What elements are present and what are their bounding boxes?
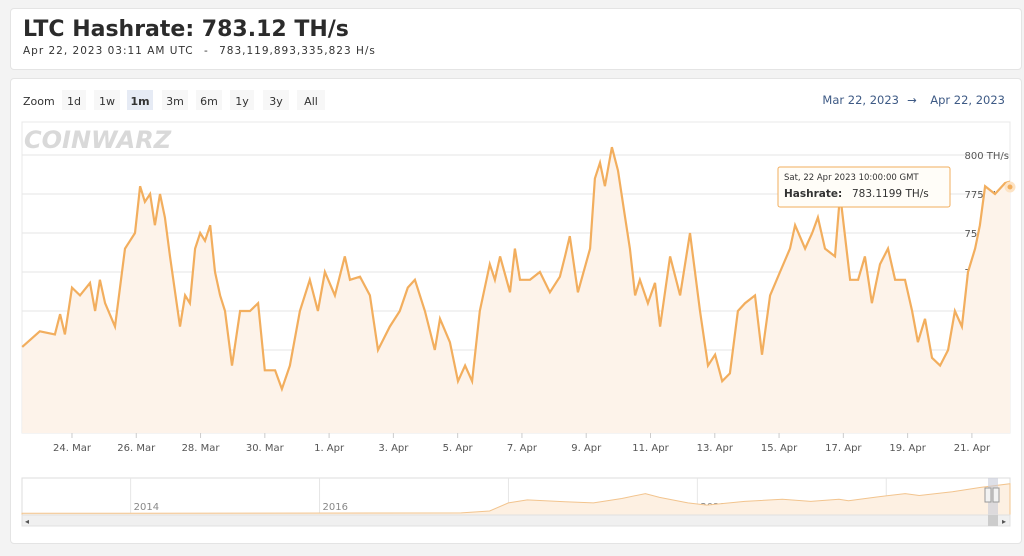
x-tick-label: 26. Mar: [117, 443, 156, 454]
scrollbar[interactable]: [21, 514, 1011, 527]
zoom-button-6m[interactable]: 6m: [196, 90, 222, 110]
x-tick-label: 15. Apr: [761, 443, 798, 454]
navigator-handle-right[interactable]: [992, 487, 1000, 503]
hover-point[interactable]: [1004, 181, 1016, 193]
tooltip: Sat, 22 Apr 2023 10:00:00 GMT Hashrate: …: [777, 166, 951, 208]
range-to[interactable]: Apr 22, 2023: [930, 93, 1005, 107]
zoom-button-label: 3m: [166, 95, 184, 108]
watermark-logo: COINWARZ: [24, 126, 172, 154]
zoom-button-label: 1m: [130, 95, 149, 108]
zoom-button-label: 1y: [235, 95, 249, 108]
scroll-left-icon[interactable]: ◂: [25, 517, 29, 526]
y-tick-label: 800 TH/s: [965, 151, 1009, 162]
x-tick-label: 21. Apr: [954, 443, 991, 454]
x-tick-label: 24. Mar: [53, 443, 92, 454]
navigator[interactable]: 20142016201820202022 ◂ ▸: [21, 477, 1011, 527]
x-tick-label: 1. Apr: [314, 443, 345, 454]
zoom-label: Zoom: [23, 95, 55, 108]
raw-hashrate: 783,119,893,335,823 H/s: [219, 45, 376, 57]
tooltip-label: Hashrate:: [784, 188, 842, 200]
range-from[interactable]: Mar 22, 2023: [822, 93, 899, 107]
navigator-year-label: 2014: [134, 502, 159, 513]
zoom-button-1d[interactable]: 1d: [62, 90, 86, 110]
zoom-button-label: 1w: [99, 95, 115, 108]
scroll-right-icon[interactable]: ▸: [1002, 517, 1006, 526]
tooltip-date: Sat, 22 Apr 2023 10:00:00 GMT: [784, 173, 919, 183]
navigator-year-label: 2016: [323, 502, 348, 513]
separator: -: [203, 45, 209, 57]
zoom-button-label: 6m: [200, 95, 218, 108]
x-tick-label: 7. Apr: [507, 443, 538, 454]
navigator-series: [21, 483, 1011, 516]
page-title: LTC Hashrate: 783.12 TH/s: [23, 17, 349, 42]
x-tick-label: 13. Apr: [697, 443, 734, 454]
zoom-button-3m[interactable]: 3m: [162, 90, 188, 110]
x-tick-label: 19. Apr: [889, 443, 926, 454]
tooltip-value: 783.1199 TH/s: [852, 188, 929, 200]
x-tick-label: 5. Apr: [443, 443, 474, 454]
zoom-button-1w[interactable]: 1w: [94, 90, 120, 110]
zoom-button-All[interactable]: All: [297, 90, 325, 110]
subtitle: Apr 22, 2023 03:11 AM UTC - 783,119,893,…: [23, 45, 376, 57]
scrollbar-thumb[interactable]: [988, 515, 998, 526]
navigator-handle-left[interactable]: [984, 487, 992, 503]
x-tick-label: 17. Apr: [825, 443, 862, 454]
zoom-button-3y[interactable]: 3y: [263, 90, 289, 110]
header-card: LTC Hashrate: 783.12 TH/s Apr 22, 2023 0…: [10, 8, 1022, 70]
hashrate-area: [22, 147, 1011, 433]
zoom-button-label: All: [304, 95, 318, 108]
zoom-button-label: 1d: [67, 95, 81, 108]
hashrate-line: [21, 146, 1011, 393]
x-tick-label: 11. Apr: [632, 443, 669, 454]
x-tick-label: 28. Mar: [182, 443, 221, 454]
zoom-button-label: 3y: [269, 95, 283, 108]
x-tick-label: 3. Apr: [378, 443, 409, 454]
zoom-button-1y[interactable]: 1y: [230, 90, 254, 110]
x-tick-label: 9. Apr: [571, 443, 602, 454]
range-arrow: →: [907, 93, 917, 107]
timestamp: Apr 22, 2023 03:11 AM UTC: [23, 45, 194, 57]
zoom-button-1m[interactable]: 1m: [127, 90, 153, 110]
x-tick-label: 30. Mar: [246, 443, 285, 454]
